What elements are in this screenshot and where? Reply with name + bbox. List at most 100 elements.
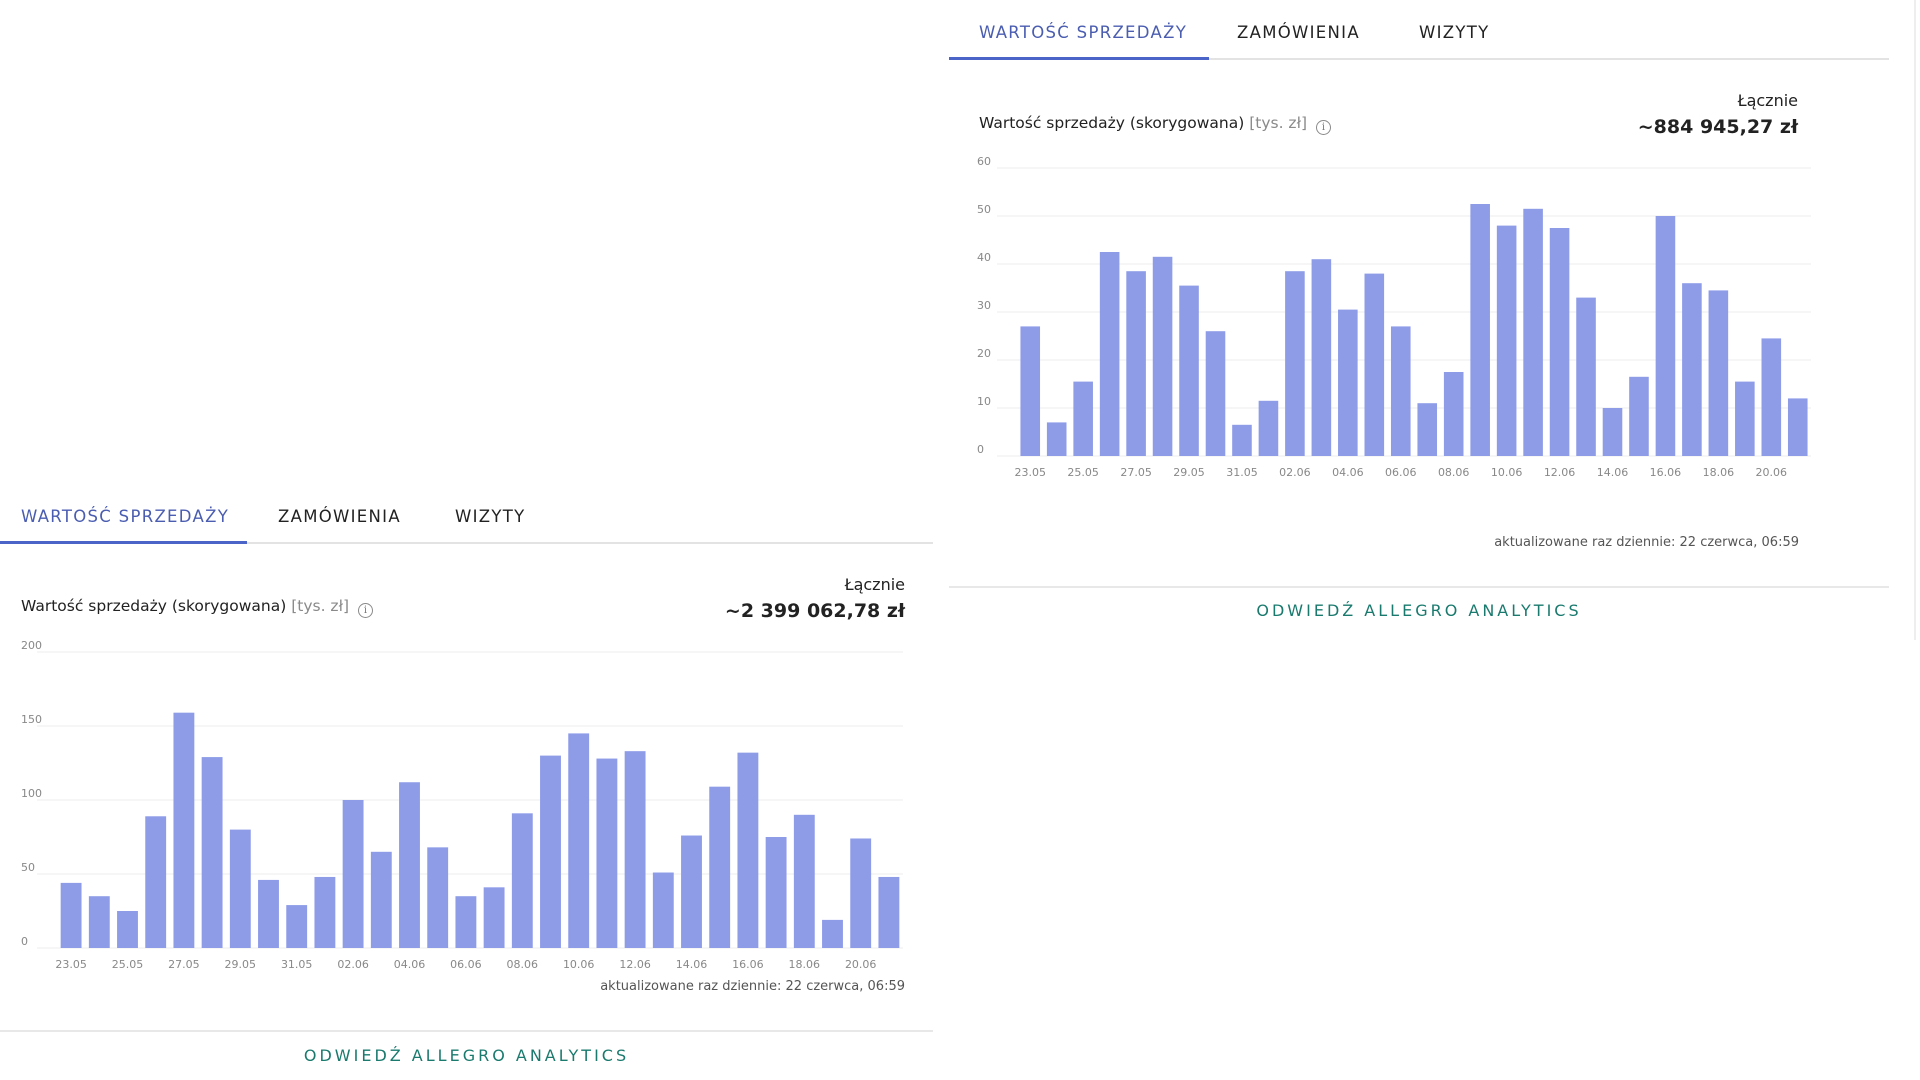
x-tick-label: 08.06 <box>1438 466 1470 479</box>
bar <box>652 872 674 948</box>
x-tick-label: 02.06 <box>1279 466 1311 479</box>
allegro-analytics-link[interactable]: ODWIEDŹ ALLEGRO ANALYTICS <box>303 1046 630 1065</box>
bar <box>850 838 872 948</box>
metric-name: Wartość sprzedaży (skorygowana) <box>21 597 287 615</box>
x-tick-label: 27.05 <box>1120 466 1152 479</box>
bar <box>1787 398 1808 456</box>
tab-bar: WARTOŚĆ SPRZEDAŻY ZAMÓWIENIA WIZYTY <box>949 0 1889 60</box>
bar <box>681 835 702 948</box>
bar <box>1496 225 1517 456</box>
total-value: ~884 945,27 zł <box>1637 116 1798 138</box>
bar <box>1576 297 1596 456</box>
x-tick-label: 08.06 <box>507 958 539 971</box>
bar <box>1020 326 1041 456</box>
x-tick-label: 18.06 <box>1703 466 1735 479</box>
metric-label: Wartość sprzedaży (skorygowana) [tys. zł… <box>979 114 1331 135</box>
bar <box>1338 309 1358 456</box>
bar <box>540 755 561 948</box>
bar <box>737 752 759 948</box>
sales-bar-chart: 0 50 100 150 200 23.05 25.05 27.05 29.05 31.05 02.… <box>21 639 903 971</box>
bar <box>314 876 336 948</box>
y-tick-label: 30 <box>977 299 991 312</box>
metric-label: Wartość sprzedaży (skorygowana) [tys. zł… <box>21 597 373 618</box>
x-tick-label: 14.06 <box>1597 466 1629 479</box>
bar <box>117 911 138 948</box>
metric-unit: [tys. zł] <box>1249 114 1308 132</box>
x-tick-label: 27.05 <box>168 958 200 971</box>
bar <box>1285 271 1305 456</box>
y-tick-label: 50 <box>977 203 991 216</box>
x-tick-label: 18.06 <box>789 958 821 971</box>
bar <box>596 758 618 948</box>
total-label: Łącznie <box>844 575 905 594</box>
bar <box>1232 424 1252 456</box>
total-value: ~2 399 062,78 zł <box>724 600 905 622</box>
y-tick-label: 100 <box>21 787 42 800</box>
bar <box>1629 376 1649 456</box>
x-tick-label: 06.06 <box>1385 466 1417 479</box>
panel-edge-divider <box>1914 0 1916 640</box>
info-icon[interactable]: i <box>357 603 373 618</box>
bar <box>1390 326 1411 456</box>
x-tick-label: 04.06 <box>394 958 426 971</box>
y-tick-label: 20 <box>977 347 991 360</box>
bar <box>1179 285 1199 456</box>
bar <box>1549 228 1570 456</box>
bar <box>1073 381 1093 456</box>
update-info: aktualizowane raz dziennie: 22 czerwca, … <box>600 979 905 994</box>
bar <box>1523 208 1543 456</box>
x-tick-label: 12.06 <box>619 958 651 971</box>
tab-orders[interactable]: ZAMÓWIENIA <box>1237 23 1360 42</box>
bar <box>1046 422 1067 456</box>
bar <box>229 829 251 948</box>
tab-visits[interactable]: WIZYTY <box>1419 23 1490 42</box>
x-tick-label: 20.06 <box>1756 466 1788 479</box>
bar <box>1152 256 1173 456</box>
total-label: Łącznie <box>1737 91 1798 110</box>
bar <box>88 896 110 948</box>
y-tick-label: 0 <box>21 935 28 948</box>
bar <box>370 851 392 948</box>
sales-panel-left: WARTOŚĆ SPRZEDAŻY ZAMÓWIENIA WIZYTY Wart… <box>0 484 933 1080</box>
tab-orders[interactable]: ZAMÓWIENIA <box>278 507 401 526</box>
bar <box>709 786 731 948</box>
bar <box>1443 372 1464 456</box>
bar <box>1602 408 1623 456</box>
y-tick-label: 10 <box>977 395 991 408</box>
bar <box>201 757 223 948</box>
bar <box>1682 283 1702 456</box>
tab-sales-value[interactable]: WARTOŚĆ SPRZEDAŻY <box>21 507 230 526</box>
x-tick-label: 25.05 <box>1067 466 1099 479</box>
active-tab-indicator <box>949 57 1209 60</box>
metric-unit: [tys. zł] <box>291 597 350 615</box>
bar <box>878 876 900 948</box>
bar <box>822 919 843 948</box>
allegro-analytics-link[interactable]: ODWIEDŹ ALLEGRO ANALYTICS <box>1256 601 1582 620</box>
bar <box>1761 338 1782 456</box>
x-tick-label: 10.06 <box>563 958 595 971</box>
x-tick-label: 16.06 <box>732 958 764 971</box>
x-tick-label: 29.05 <box>225 958 256 971</box>
bar <box>624 751 646 948</box>
bar <box>1655 216 1676 456</box>
bar <box>1126 271 1146 456</box>
bar <box>568 733 590 948</box>
bar <box>1364 273 1385 456</box>
bar <box>342 800 364 948</box>
tab-visits[interactable]: WIZYTY <box>455 507 526 526</box>
info-icon[interactable]: i <box>1315 120 1331 135</box>
bar <box>1258 400 1279 456</box>
tab-bar: WARTOŚĆ SPRZEDAŻY ZAMÓWIENIA WIZYTY <box>0 484 933 544</box>
bar <box>1205 331 1226 456</box>
bar <box>1708 290 1729 456</box>
x-tick-label: 29.05 <box>1173 466 1205 479</box>
bar <box>145 816 167 948</box>
x-tick-label: 10.06 <box>1491 466 1523 479</box>
tab-sales-value[interactable]: WARTOŚĆ SPRZEDAŻY <box>979 23 1188 42</box>
x-tick-label: 06.06 <box>450 958 482 971</box>
bar <box>1470 204 1490 456</box>
x-tick-label: 12.06 <box>1544 466 1576 479</box>
bar <box>511 813 533 948</box>
bar <box>286 905 308 948</box>
footer-divider <box>949 586 1889 588</box>
